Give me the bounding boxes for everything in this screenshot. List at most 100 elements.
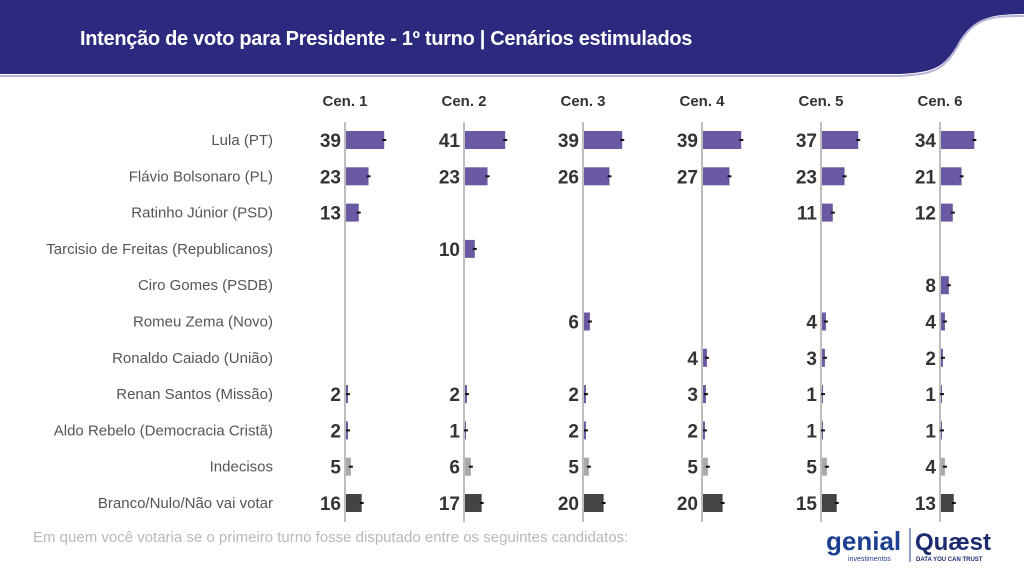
svg-text:DATA YOU CAN TRUST: DATA YOU CAN TRUST (916, 557, 983, 563)
category-label: Tarcisio de Freitas (Republicanos) (46, 241, 273, 258)
data-label: 10 (439, 240, 460, 261)
category-label: Branco/Nulo/Não vai votar (98, 495, 273, 512)
data-label: 17 (439, 494, 460, 515)
category-label: Aldo Rebelo (Democracia Cristã) (54, 422, 273, 439)
data-label: 13 (915, 494, 936, 515)
data-label: 2 (449, 385, 460, 406)
bar (941, 276, 949, 295)
data-label: 23 (320, 167, 341, 188)
page-title: Intenção de voto para Presidente - 1º tu… (80, 28, 693, 50)
category-label: Ronaldo Caiado (União) (112, 350, 273, 367)
column-header: Cen. 3 (560, 93, 605, 110)
data-label: 4 (925, 458, 936, 479)
bar (941, 494, 954, 512)
category-label: Ratinho Júnior (PSD) (131, 205, 273, 222)
data-label: 6 (449, 458, 460, 479)
bar (465, 167, 488, 186)
data-label: 27 (677, 167, 698, 188)
bar (465, 131, 506, 149)
quaest-logo: Quæst (915, 529, 991, 556)
data-label: 26 (558, 167, 579, 188)
bar (822, 131, 859, 149)
column-header: Cen. 1 (322, 93, 367, 110)
bar (584, 167, 610, 186)
bar (822, 203, 833, 222)
svg-text:investimentos: investimentos (848, 556, 891, 563)
bar (941, 131, 975, 149)
data-label: 1 (449, 421, 460, 442)
data-label: 23 (796, 167, 817, 188)
bar (703, 167, 730, 186)
data-label: 2 (330, 421, 341, 442)
bar (822, 494, 837, 512)
bar (346, 131, 385, 149)
data-label: 2 (568, 421, 579, 442)
bar (465, 494, 482, 512)
data-label: 5 (330, 458, 341, 479)
data-label: 12 (915, 204, 936, 225)
category-label: Flávio Bolsonaro (PL) (129, 168, 273, 185)
bar (584, 131, 623, 149)
bar (703, 131, 742, 149)
category-label: Lula (PT) (211, 132, 273, 149)
category-label: Romeu Zema (Novo) (133, 314, 273, 331)
data-label: 1 (806, 421, 817, 442)
bar (941, 203, 953, 222)
data-label: 4 (806, 313, 817, 334)
bar (346, 494, 362, 512)
category-label: Renan Santos (Missão) (116, 386, 273, 403)
bar (703, 457, 708, 476)
data-label: 11 (797, 204, 818, 225)
data-label: 4 (925, 313, 936, 334)
data-label: 39 (320, 131, 341, 152)
bar (346, 167, 369, 186)
bar (346, 203, 359, 222)
data-label: 39 (677, 131, 698, 152)
data-label: 20 (677, 494, 698, 515)
bar (584, 457, 589, 476)
data-label: 16 (320, 494, 341, 515)
data-label: 5 (568, 458, 579, 479)
data-label: 41 (439, 131, 461, 152)
bar (584, 494, 604, 512)
data-label: 21 (915, 167, 937, 188)
data-label: 20 (558, 494, 579, 515)
data-label: 2 (925, 349, 936, 370)
data-label: 5 (687, 458, 698, 479)
data-label: 34 (915, 131, 937, 152)
data-label: 8 (925, 276, 936, 297)
data-label: 15 (796, 494, 818, 515)
data-label: 6 (568, 313, 579, 334)
data-label: 37 (796, 131, 817, 152)
data-label: 23 (439, 167, 460, 188)
data-label: 2 (330, 385, 341, 406)
data-label: 4 (687, 349, 698, 370)
bar (465, 239, 475, 258)
logos: genial investimentos Quæst DATA YOU CAN … (826, 526, 991, 563)
data-label: 1 (925, 421, 936, 442)
data-label: 2 (687, 421, 698, 442)
data-label: 1 (925, 385, 936, 406)
bar (822, 457, 827, 476)
footnote: Em quem você votaria se o primeiro turno… (33, 529, 629, 546)
column-header: Cen. 5 (798, 93, 843, 110)
data-label: 3 (806, 349, 817, 370)
data-label: 13 (320, 204, 341, 225)
data-label: 2 (568, 385, 579, 406)
column-header: Cen. 2 (441, 93, 486, 110)
bar (941, 167, 962, 186)
data-label: 3 (687, 385, 698, 406)
bar (822, 167, 845, 186)
category-label: Indecisos (210, 459, 273, 476)
bar (346, 457, 351, 476)
header-banner (0, 0, 1024, 77)
category-label: Ciro Gomes (PSDB) (138, 277, 273, 294)
data-label: 39 (558, 131, 579, 152)
genial-logo: genial (826, 526, 901, 556)
data-label: 5 (806, 458, 817, 479)
column-header: Cen. 6 (917, 93, 962, 110)
column-header: Cen. 4 (679, 93, 725, 110)
bar (703, 494, 723, 512)
data-label: 1 (806, 385, 817, 406)
